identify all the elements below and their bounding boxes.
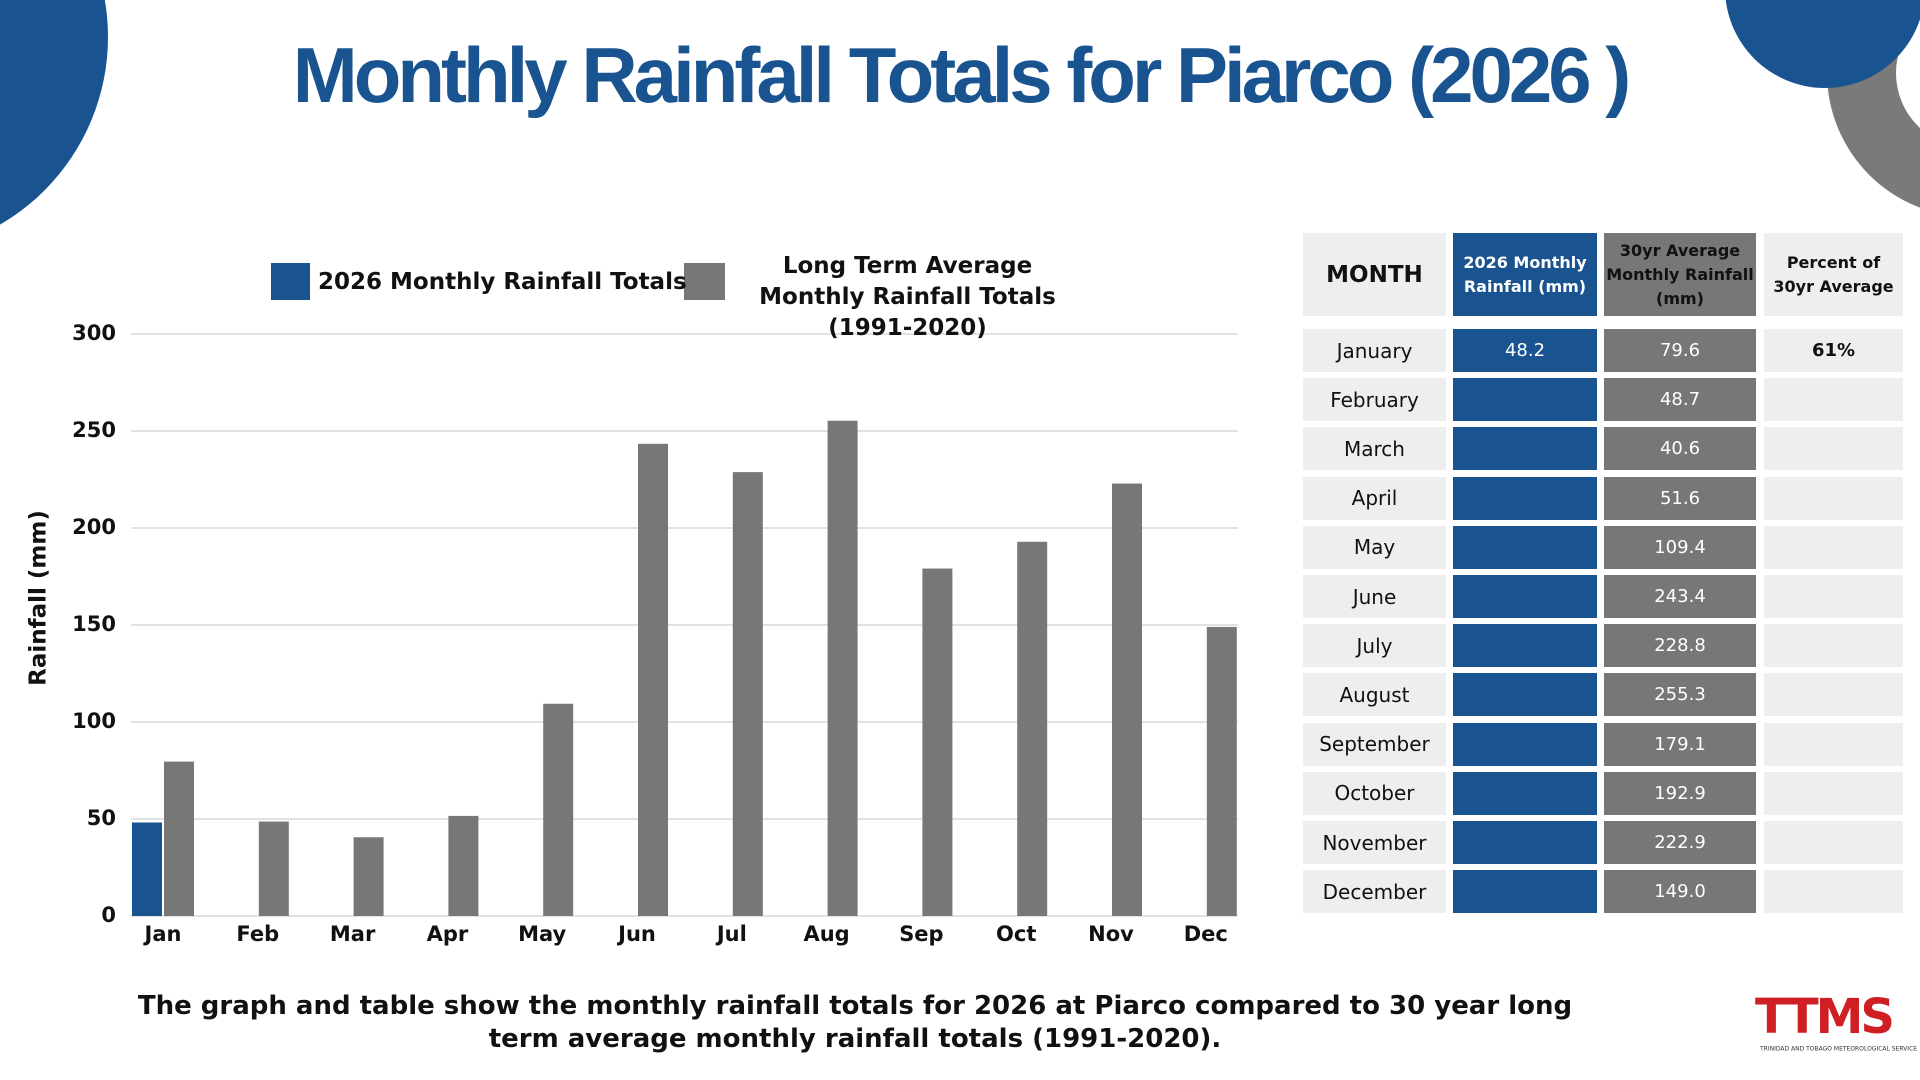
y-tick-label: 150	[72, 612, 116, 636]
table-cell	[1453, 870, 1597, 914]
bar	[448, 815, 479, 916]
table-header: 2026 Monthly Rainfall (mm)	[1453, 233, 1597, 316]
decor-circle	[1725, 0, 1920, 88]
table-cell	[1453, 525, 1597, 569]
x-tick-label: Nov	[1088, 922, 1134, 946]
legend-label: 2026 Monthly Rainfall Totals	[318, 269, 687, 295]
table-cell: 48.7	[1604, 378, 1756, 422]
table-header: 30yr Average Monthly Rainfall (mm)	[1604, 233, 1756, 316]
table-cell: 255.3	[1604, 673, 1756, 717]
bar	[353, 837, 384, 916]
bar	[638, 443, 668, 916]
bar	[827, 420, 858, 916]
table-cell: December	[1303, 870, 1446, 914]
x-tick-label: Jan	[143, 922, 182, 946]
table-cell	[1764, 722, 1903, 766]
x-tick-label: Oct	[996, 922, 1036, 946]
legend-label: Long Term Average Monthly Rainfall Total…	[759, 253, 1056, 341]
table-cell: 51.6	[1604, 476, 1756, 520]
table-cell	[1764, 673, 1903, 717]
table-cell	[1453, 575, 1597, 618]
legend-swatch	[684, 263, 725, 300]
table-cell: 109.4	[1604, 525, 1756, 569]
bar	[132, 822, 162, 916]
y-tick-label: 300	[72, 321, 116, 345]
table-cell	[1453, 476, 1597, 520]
table-cell	[1453, 821, 1597, 864]
x-tick-label: May	[518, 922, 566, 946]
y-tick-label: 50	[87, 806, 116, 830]
logo-text: TTMS	[1755, 989, 1892, 1045]
table-cell: 40.6	[1604, 427, 1756, 471]
table-cell	[1764, 525, 1903, 569]
table-header: Percent of 30yr Average	[1764, 233, 1903, 316]
table-cell: April	[1303, 476, 1446, 520]
table-cell: 79.6	[1604, 329, 1756, 372]
table-cell	[1764, 427, 1903, 471]
table-cell: March	[1303, 427, 1446, 471]
table-cell: June	[1303, 575, 1446, 618]
x-tick-label: Aug	[803, 922, 849, 946]
bar	[258, 821, 289, 916]
table-cell	[1453, 624, 1597, 668]
table-cell	[1764, 378, 1903, 422]
table-cell: 149.0	[1604, 870, 1756, 914]
table-cell: September	[1303, 722, 1446, 766]
table-cell	[1764, 870, 1903, 914]
table-cell	[1453, 427, 1597, 471]
table-cell: 48.2	[1453, 329, 1597, 372]
logo-subtitle: TRINIDAD AND TOBAGO METEOROLOGICAL SERVI…	[1759, 1046, 1917, 1053]
bar	[1017, 541, 1048, 916]
table-cell: January	[1303, 329, 1446, 372]
y-tick-label: 200	[72, 515, 116, 539]
table-cell	[1453, 722, 1597, 766]
legend-swatch	[271, 263, 310, 300]
table-cell	[1764, 476, 1903, 520]
table-cell: May	[1303, 525, 1446, 569]
table-cell	[1764, 821, 1903, 864]
table-cell: July	[1303, 624, 1446, 668]
decor-circle	[0, 0, 108, 225]
bar	[732, 472, 763, 916]
table-cell: 222.9	[1604, 821, 1756, 864]
table-cell: November	[1303, 821, 1446, 864]
table-cell: 228.8	[1604, 624, 1756, 668]
table-cell: 179.1	[1604, 722, 1756, 766]
table-cell: 192.9	[1604, 771, 1756, 815]
table-cell: 61%	[1764, 329, 1903, 372]
table-cell: October	[1303, 771, 1446, 815]
y-tick-label: 100	[72, 709, 116, 733]
x-tick-label: Jun	[616, 922, 656, 946]
table-cell	[1453, 673, 1597, 717]
table-cell	[1453, 378, 1597, 422]
x-tick-label: Apr	[427, 922, 469, 946]
y-tick-label: 0	[101, 903, 116, 927]
page-title: Monthly Rainfall Totals for Piarco (2026…	[292, 31, 1632, 119]
bar	[1112, 483, 1142, 916]
table-cell	[1764, 575, 1903, 618]
x-tick-label: Feb	[236, 922, 279, 946]
y-axis-label: Rainfall (mm)	[26, 510, 52, 686]
caption: The graph and table show the monthly rai…	[137, 991, 1573, 1054]
table-cell	[1764, 624, 1903, 668]
table-cell: February	[1303, 378, 1446, 422]
table-cell	[1453, 771, 1597, 815]
bar	[164, 761, 194, 916]
table-cell: 243.4	[1604, 575, 1756, 618]
table-header: MONTH	[1303, 233, 1446, 316]
x-tick-label: Dec	[1184, 922, 1228, 946]
x-tick-label: Jul	[715, 922, 747, 946]
y-tick-label: 250	[72, 418, 116, 442]
table-cell	[1764, 771, 1903, 815]
bar	[1206, 626, 1237, 916]
x-tick-label: Mar	[330, 922, 376, 946]
x-tick-label: Sep	[899, 922, 943, 946]
table-cell: August	[1303, 673, 1446, 717]
bar	[922, 568, 953, 916]
bar	[543, 703, 574, 916]
